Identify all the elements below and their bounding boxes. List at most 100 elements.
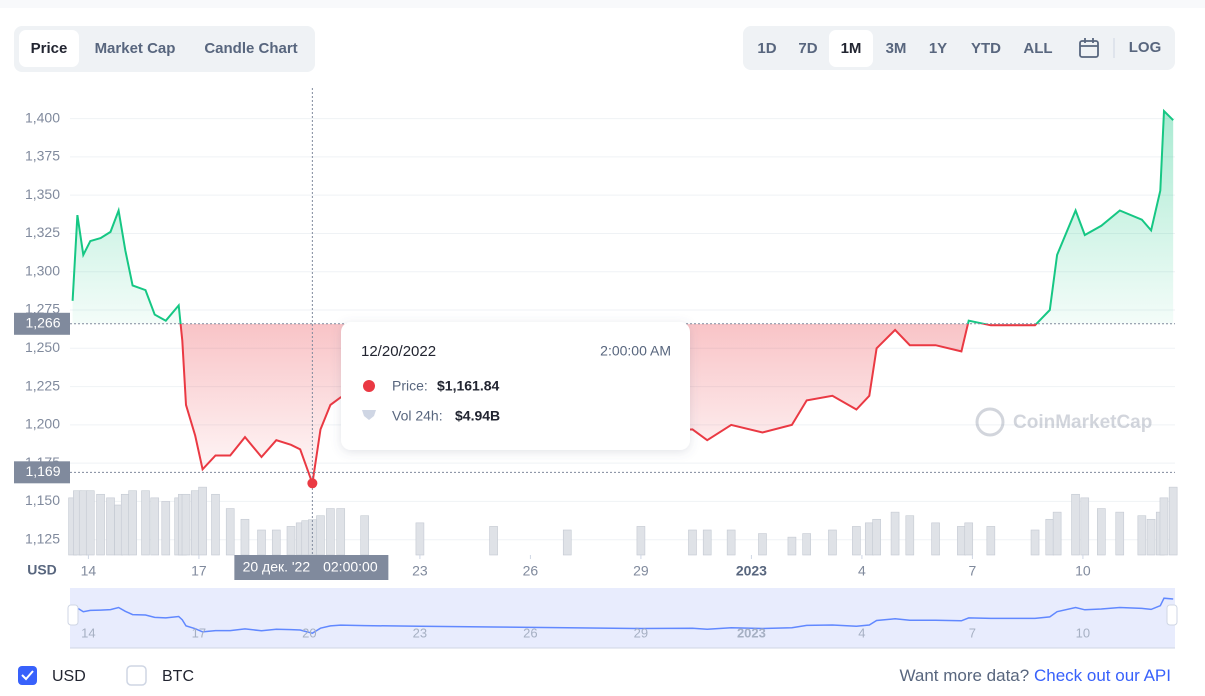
x-tick-label: 14	[81, 563, 97, 579]
navigator-tick-label: 26	[523, 625, 537, 640]
range-button[interactable]: 3M	[886, 40, 907, 57]
range-button[interactable]: YTD	[971, 40, 1001, 57]
volume-bar	[150, 497, 160, 556]
range-button[interactable]: 7D	[798, 40, 817, 57]
hover-point	[307, 478, 318, 489]
crosshair-date: 20 дек. '22	[243, 559, 311, 575]
y-tick-label: 1,325	[25, 224, 60, 240]
watermark-text: CoinMarketCap	[1013, 412, 1152, 433]
crosshair-time: 02:00:00	[323, 559, 378, 575]
volume-bar	[758, 533, 767, 556]
checkbox[interactable]	[126, 665, 147, 686]
navigator-tick-label: 7	[969, 625, 976, 640]
volume-bar	[562, 529, 572, 556]
volume-bar	[1052, 511, 1062, 556]
active-tab	[19, 30, 79, 67]
volume-bar	[890, 511, 900, 556]
y-tick-label: 1,200	[25, 416, 60, 432]
navigator-handle[interactable]	[67, 604, 79, 626]
tooltip: 12/20/2022 2:00:00 AM Price: $1,161.84 V…	[341, 322, 690, 450]
volume-bar	[286, 526, 296, 556]
x-tick-label: 29	[633, 563, 649, 579]
volume-bar	[787, 536, 797, 556]
log-button[interactable]: LOG	[1129, 39, 1162, 56]
volume-bar	[271, 529, 281, 556]
x-tick-label: 26	[523, 563, 539, 579]
range-button[interactable]: ALL	[1023, 40, 1052, 57]
active-range	[829, 30, 873, 67]
navigator-handle[interactable]	[1166, 604, 1178, 626]
volume-bar	[688, 529, 697, 556]
currency-label: BTC	[162, 668, 194, 685]
footer-question: Want more data?	[899, 666, 1029, 685]
x-tick-label: 4	[858, 563, 866, 579]
navigator-tick-label: 20	[302, 625, 316, 640]
volume-bar	[326, 508, 335, 556]
range-button[interactable]: 1M	[841, 40, 862, 57]
volume-bar	[161, 501, 171, 556]
checkbox-checked[interactable]	[18, 666, 37, 685]
volume-bar	[257, 529, 266, 556]
y-tick-label: 1,375	[25, 148, 60, 164]
volume-bar	[240, 518, 250, 556]
navigator-tick-label: 4	[858, 625, 865, 640]
y-tick-label: 1,400	[25, 109, 60, 125]
navigator-tick-label: 29	[634, 625, 648, 640]
volume-bar	[489, 526, 498, 556]
watermark: CoinMarketCap	[975, 407, 1152, 437]
volume-bar	[336, 508, 346, 556]
tab[interactable]: Market Cap	[95, 40, 176, 57]
volume-bar	[85, 490, 95, 556]
tab[interactable]: Candle Chart	[204, 40, 297, 57]
volume-bar	[316, 515, 325, 556]
x-tick-label: 2023	[736, 563, 767, 579]
navigator-tick-label: 23	[413, 625, 427, 640]
volume-bar	[1137, 515, 1147, 556]
reference-line-label: 1,169	[25, 463, 60, 479]
price-value: $1,161.84	[437, 378, 499, 394]
volume-bar	[957, 526, 966, 556]
currency-label: USD	[52, 668, 86, 685]
volume-bar	[964, 522, 974, 556]
volume-bar	[120, 493, 130, 556]
y-tick-label: 1,150	[25, 492, 60, 508]
navigator-line	[71, 597, 1174, 635]
check-mark	[21, 670, 34, 681]
volume-bar	[360, 515, 369, 556]
y-tick-label: 1,300	[25, 262, 60, 278]
calendar-icon[interactable]	[1079, 38, 1099, 58]
x-tick-label: 10	[1075, 563, 1091, 579]
tooltip-box	[341, 322, 690, 450]
price-dot	[363, 380, 375, 392]
volume-bar	[141, 490, 150, 556]
price-label: Price:	[392, 378, 428, 394]
volume-bar	[986, 526, 996, 556]
x-tick-label: 23	[412, 563, 428, 579]
volume-bar	[190, 490, 200, 556]
volume-bar	[1045, 518, 1055, 556]
range-button[interactable]: 1D	[757, 40, 776, 57]
volume-bar	[852, 526, 861, 556]
y-tick-label: 1,275	[25, 301, 60, 317]
navigator-tick-label: 17	[192, 625, 206, 640]
volume-bar	[1080, 497, 1090, 556]
volume-bar	[1097, 508, 1106, 556]
volume-bar	[225, 508, 235, 556]
volume-bar	[636, 526, 646, 556]
x-tick-label: 7	[969, 563, 977, 579]
reference-line-tag	[14, 461, 70, 484]
volume-bar	[864, 522, 874, 556]
y-tick-label: 1,125	[25, 530, 60, 546]
api-link[interactable]: Check out our API	[1034, 666, 1171, 685]
volume-bar	[702, 529, 712, 556]
range-button[interactable]: 1Y	[929, 40, 947, 57]
baseline-label: 1,266	[25, 314, 60, 330]
volume-bar	[128, 490, 137, 556]
volume-bar	[1115, 511, 1125, 556]
volume-bar	[211, 493, 220, 556]
volume-bar	[872, 518, 881, 556]
tab[interactable]: Price	[31, 40, 68, 57]
top-strip	[0, 0, 1205, 8]
y-axis-label: USD	[27, 562, 57, 578]
